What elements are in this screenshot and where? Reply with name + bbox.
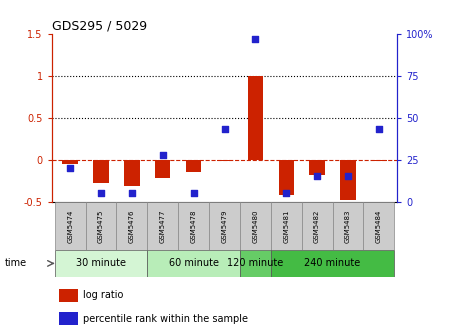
Bar: [124, 160, 140, 186]
Point: [252, 36, 259, 41]
Point: [66, 165, 74, 171]
Text: GSM5484: GSM5484: [376, 209, 382, 243]
Bar: [116, 202, 147, 250]
Bar: [209, 202, 240, 250]
Bar: [55, 250, 147, 277]
Point: [128, 191, 136, 196]
Bar: [147, 202, 178, 250]
Text: GSM5483: GSM5483: [345, 209, 351, 243]
Text: GSM5475: GSM5475: [98, 209, 104, 243]
Bar: [86, 202, 116, 250]
Point: [221, 127, 228, 132]
Bar: [371, 160, 387, 161]
Text: GSM5480: GSM5480: [252, 209, 258, 243]
Bar: [333, 202, 363, 250]
Text: GSM5474: GSM5474: [67, 209, 73, 243]
Bar: [240, 202, 271, 250]
Bar: [58, 312, 78, 325]
Text: 120 minute: 120 minute: [227, 258, 283, 268]
Text: GSM5482: GSM5482: [314, 209, 320, 243]
Bar: [248, 76, 263, 160]
Text: 30 minute: 30 minute: [76, 258, 126, 268]
Bar: [217, 160, 232, 161]
Text: time: time: [4, 258, 26, 268]
Text: GSM5478: GSM5478: [191, 209, 197, 243]
Text: GSM5479: GSM5479: [221, 209, 228, 243]
Bar: [155, 160, 171, 178]
Bar: [278, 160, 294, 195]
Text: GSM5481: GSM5481: [283, 209, 289, 243]
Bar: [58, 289, 78, 302]
Bar: [240, 250, 271, 277]
Bar: [62, 160, 78, 164]
Bar: [340, 160, 356, 200]
Point: [190, 191, 197, 196]
Text: GSM5476: GSM5476: [129, 209, 135, 243]
Bar: [271, 250, 394, 277]
Text: GSM5477: GSM5477: [160, 209, 166, 243]
Text: 60 minute: 60 minute: [169, 258, 219, 268]
Text: log ratio: log ratio: [83, 290, 123, 300]
Bar: [55, 202, 86, 250]
Bar: [309, 160, 325, 175]
Text: 240 minute: 240 minute: [304, 258, 361, 268]
Bar: [186, 160, 201, 172]
Bar: [363, 202, 394, 250]
Point: [375, 127, 383, 132]
Bar: [147, 250, 240, 277]
Point: [283, 191, 290, 196]
Bar: [93, 160, 109, 183]
Text: percentile rank within the sample: percentile rank within the sample: [83, 314, 248, 324]
Text: GDS295 / 5029: GDS295 / 5029: [52, 19, 147, 33]
Bar: [271, 202, 302, 250]
Point: [344, 174, 352, 179]
Point: [97, 191, 105, 196]
Point: [159, 152, 166, 157]
Bar: [302, 202, 333, 250]
Bar: [178, 202, 209, 250]
Point: [313, 174, 321, 179]
